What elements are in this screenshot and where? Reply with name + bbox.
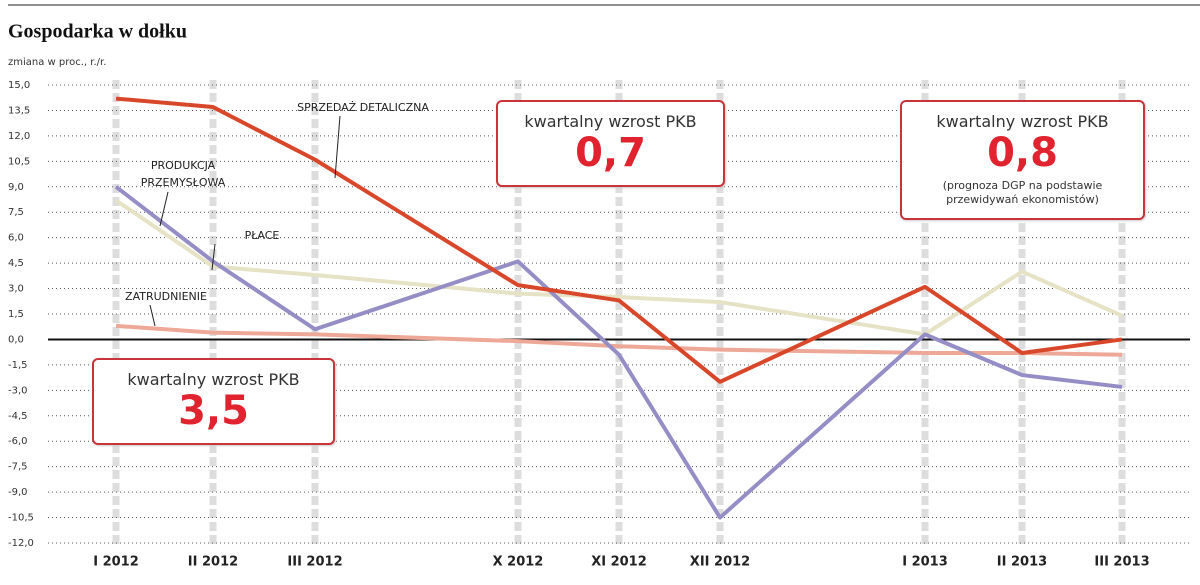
- annotation-box: kwartalny wzrost PKB 0,7: [496, 100, 725, 187]
- leader-line: [159, 191, 169, 227]
- y-tick-label: -9,0: [8, 487, 28, 498]
- y-tick-label: 1,5: [8, 309, 24, 320]
- annotation-note: (prognoza DGP na podstawie przewidywań e…: [942, 179, 1103, 206]
- y-tick-label: -1,5: [8, 360, 28, 371]
- series-line: [115, 323, 1123, 357]
- y-tick-label: -4,5: [8, 411, 28, 422]
- y-tick-label: 12,0: [8, 131, 30, 142]
- annotation-value: 3,5: [178, 388, 249, 434]
- y-tick-label: -12,0: [8, 538, 34, 549]
- x-tick-label: II 2013: [997, 555, 1047, 570]
- y-tick-label: -3,0: [8, 385, 28, 396]
- series-label-line: PRZEMYSŁOWA: [141, 176, 226, 189]
- leader-line: [149, 304, 156, 327]
- annotation-title: kwartalny wzrost PKB: [936, 112, 1109, 131]
- series-line: [115, 96, 1123, 384]
- annotation-value: 0,8: [987, 130, 1058, 176]
- x-tick-label: XII 2012: [690, 555, 750, 570]
- series-label: SPRZEDAŻ DETALICZNA: [297, 101, 429, 114]
- series-label-line: PRODUKCJA: [151, 159, 216, 172]
- series-label: PRODUKCJA PRZEMYSŁOWA: [141, 159, 226, 189]
- series-label: PŁACE: [245, 229, 280, 242]
- leader-line: [334, 115, 341, 179]
- leader-line: [211, 243, 216, 271]
- y-tick-label: 15,0: [8, 80, 30, 91]
- y-tick-label: 9,0: [8, 182, 24, 193]
- annotation-title: kwartalny wzrost PKB: [524, 112, 697, 131]
- y-tick-label: 6,0: [8, 233, 24, 244]
- x-tick-label: III 2012: [287, 555, 342, 570]
- y-tick-label: 4,5: [8, 258, 24, 269]
- y-tick-label: -6,0: [8, 436, 28, 447]
- series-label: ZATRUDNIENIE: [125, 290, 207, 303]
- x-tick-label: III 2013: [1094, 555, 1149, 570]
- y-tick-label: 0,0: [8, 334, 24, 345]
- x-tick-label: II 2012: [188, 555, 238, 570]
- annotation-box: kwartalny wzrost PKB 3,5: [92, 358, 335, 445]
- x-tick-label: I 2013: [902, 555, 948, 570]
- y-tick-label: 3,0: [8, 284, 24, 295]
- x-tick-label: X 2012: [493, 555, 544, 570]
- annotation-box: kwartalny wzrost PKB 0,8 (prognoza DGP na …: [900, 100, 1145, 220]
- y-tick-label: 13,5: [8, 105, 30, 116]
- annotation-value: 0,7: [575, 130, 646, 176]
- annotation-title: kwartalny wzrost PKB: [127, 370, 300, 389]
- y-tick-label: -10,5: [8, 513, 34, 524]
- x-tick-label: XI 2012: [591, 555, 647, 570]
- chart-title: Gospodarka w dołku: [8, 21, 187, 43]
- y-tick-label: 10,5: [8, 156, 30, 167]
- subtitle: zmiana w proc., r./r.: [8, 57, 106, 68]
- series-line: [114, 185, 1123, 520]
- x-tick-label: I 2012: [93, 555, 139, 570]
- y-tick-label: 7,5: [8, 207, 24, 218]
- series-line: [114, 198, 1123, 337]
- y-tick-label: -7,5: [8, 462, 28, 473]
